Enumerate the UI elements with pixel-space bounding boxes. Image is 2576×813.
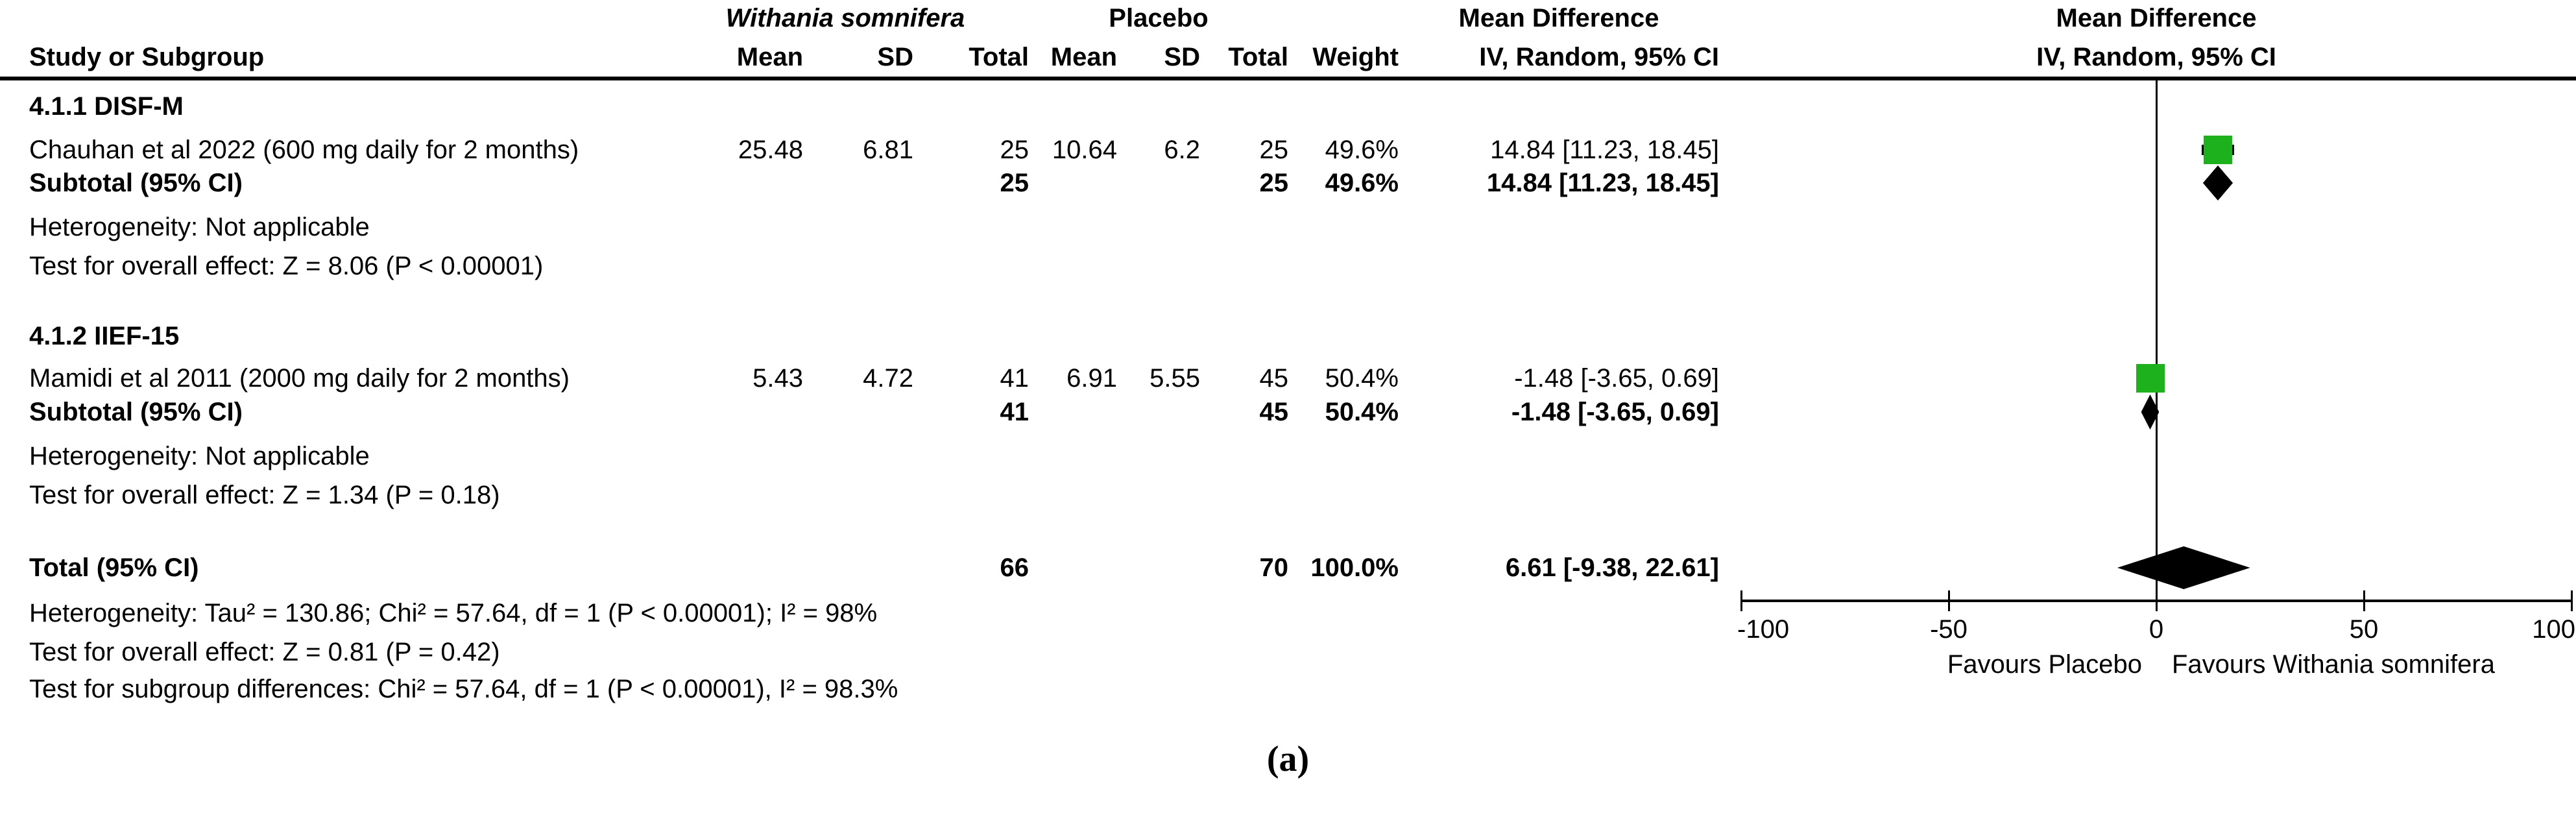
study-row: Chauhan et al 2022 (600 mg daily for 2 m…	[0, 133, 2576, 167]
heterogeneity-row: Heterogeneity: Not applicable	[0, 210, 2576, 244]
subtotal-md-ci: -1.48 [-3.65, 0.69]	[1511, 398, 1719, 426]
column-header-control-sd: SD	[1164, 43, 1200, 71]
plot-mean-difference-header: Mean Difference	[2056, 4, 2257, 32]
study-md-ci: 14.84 [11.23, 18.45]	[1490, 136, 1719, 164]
heterogeneity-text: Heterogeneity: Not applicable	[29, 213, 370, 241]
study-control-sd: 5.55	[1150, 364, 1200, 393]
subtotal-weight: 50.4%	[1325, 398, 1399, 426]
overall-effect-row: Test for overall effect: Z = 0.81 (P = 0…	[0, 635, 2576, 669]
header-divider	[0, 77, 2576, 80]
subtotal-label: Subtotal (95% CI)	[29, 169, 243, 197]
subtotal-control-total: 25	[1259, 169, 1289, 197]
study-label: Mamidi et al 2011 (2000 mg daily for 2 m…	[29, 364, 570, 393]
subtotal-weight: 49.6%	[1325, 169, 1399, 197]
study-total: 41	[1000, 364, 1029, 393]
heterogeneity-row: Heterogeneity: Not applicable	[0, 439, 2576, 473]
subgroup2-title-row: 4.1.2 IIEF-15	[0, 319, 2576, 353]
study-control-mean: 6.91	[1066, 364, 1117, 393]
subgroup-differences-row: Test for subgroup differences: Chi² = 57…	[0, 672, 2576, 706]
subgroup1-title-row: 4.1.1 DISF-M	[0, 90, 2576, 123]
mean-difference-header: Mean Difference	[1458, 4, 1659, 32]
total-weight: 100.0%	[1310, 553, 1399, 582]
header-row-columns: Study or Subgroup Mean SD Total Mean SD …	[0, 40, 2576, 74]
study-control-total: 25	[1259, 136, 1289, 164]
study-control-sd: 6.2	[1164, 136, 1200, 164]
heterogeneity-text: Heterogeneity: Not applicable	[29, 442, 370, 470]
total-control-total: 70	[1259, 553, 1289, 582]
subtotal-label: Subtotal (95% CI)	[29, 398, 243, 426]
study-sd: 6.81	[863, 136, 913, 164]
subgroup-title: 4.1.1 DISF-M	[29, 92, 184, 121]
study-weight: 50.4%	[1325, 364, 1399, 393]
study-row: Mamidi et al 2011 (2000 mg daily for 2 m…	[0, 361, 2576, 395]
total-row: Total (95% CI) 66 70 100.0% 6.61 [-9.38,…	[0, 551, 2576, 585]
overall-effect-text: Test for overall effect: Z = 8.06 (P < 0…	[29, 252, 544, 280]
study-label: Chauhan et al 2022 (600 mg daily for 2 m…	[29, 136, 579, 164]
study-mean: 5.43	[752, 364, 803, 393]
overall-effect-row: Test for overall effect: Z = 1.34 (P = 0…	[0, 478, 2576, 512]
study-sd: 4.72	[863, 364, 913, 393]
column-header-study: Study or Subgroup	[29, 43, 265, 71]
overall-effect-row: Test for overall effect: Z = 8.06 (P < 0…	[0, 249, 2576, 283]
subtotal-control-total: 45	[1259, 398, 1289, 426]
overall-effect-text: Test for overall effect: Z = 1.34 (P = 0…	[29, 481, 500, 509]
study-control-mean: 10.64	[1052, 136, 1117, 164]
subgroup-differences-text: Test for subgroup differences: Chi² = 57…	[29, 675, 898, 703]
total-overall-effect-text: Test for overall effect: Z = 0.81 (P = 0…	[29, 638, 500, 666]
study-control-total: 45	[1259, 364, 1289, 393]
control-group-header: Placebo	[1109, 4, 1209, 32]
column-header-control-mean: Mean	[1050, 43, 1117, 71]
column-header-total: Total	[969, 43, 1029, 71]
column-header-md-ci: IV, Random, 95% CI	[1479, 43, 1719, 71]
study-weight: 49.6%	[1325, 136, 1399, 164]
plot-column-header-md-ci: IV, Random, 95% CI	[2036, 43, 2276, 71]
subtotal-md-ci: 14.84 [11.23, 18.45]	[1486, 169, 1719, 197]
heterogeneity-row: Heterogeneity: Tau² = 130.86; Chi² = 57.…	[0, 596, 2576, 630]
total-heterogeneity-text: Heterogeneity: Tau² = 130.86; Chi² = 57.…	[29, 599, 878, 627]
figure-caption: (a)	[1266, 739, 1310, 779]
study-mean: 25.48	[738, 136, 803, 164]
subgroup-title: 4.1.2 IIEF-15	[29, 322, 180, 350]
column-header-mean: Mean	[736, 43, 803, 71]
subtotal-row: Subtotal (95% CI) 41 45 50.4% -1.48 [-3.…	[0, 395, 2576, 429]
total-md-ci: 6.61 [-9.38, 22.61]	[1505, 553, 1719, 582]
total-label: Total (95% CI)	[29, 553, 199, 582]
column-header-sd: SD	[877, 43, 913, 71]
header-row-groups: Withania somnifera Placebo Mean Differen…	[0, 1, 2576, 35]
treatment-group-header: Withania somnifera	[725, 4, 965, 32]
subtotal-row: Subtotal (95% CI) 25 25 49.6% 14.84 [11.…	[0, 166, 2576, 200]
column-header-control-total: Total	[1228, 43, 1288, 71]
subtotal-total: 25	[1000, 169, 1029, 197]
total-total: 66	[1000, 553, 1029, 582]
study-md-ci: -1.48 [-3.65, 0.69]	[1514, 364, 1719, 393]
subtotal-total: 41	[1000, 398, 1029, 426]
study-total: 25	[1000, 136, 1029, 164]
column-header-weight: Weight	[1312, 43, 1399, 71]
